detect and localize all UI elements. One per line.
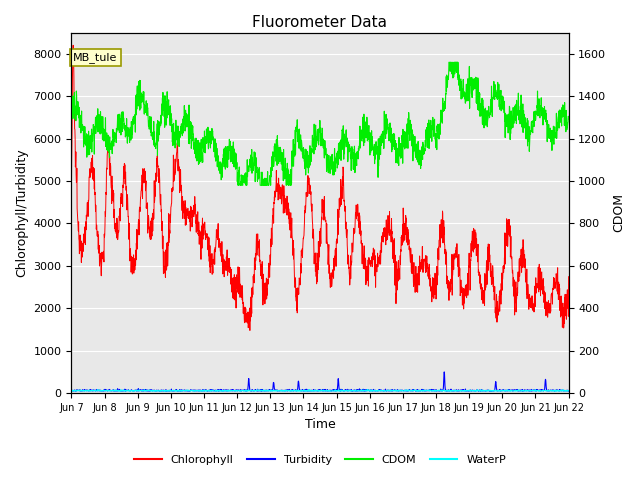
Y-axis label: CDOM: CDOM: [612, 193, 625, 232]
Text: MB_tule: MB_tule: [73, 52, 117, 63]
X-axis label: Time: Time: [305, 419, 335, 432]
Title: Fluorometer Data: Fluorometer Data: [253, 15, 387, 30]
Legend: Chlorophyll, Turbidity, CDOM, WaterP: Chlorophyll, Turbidity, CDOM, WaterP: [129, 451, 511, 469]
Y-axis label: Chlorophyll/Turbidity: Chlorophyll/Turbidity: [15, 148, 28, 277]
